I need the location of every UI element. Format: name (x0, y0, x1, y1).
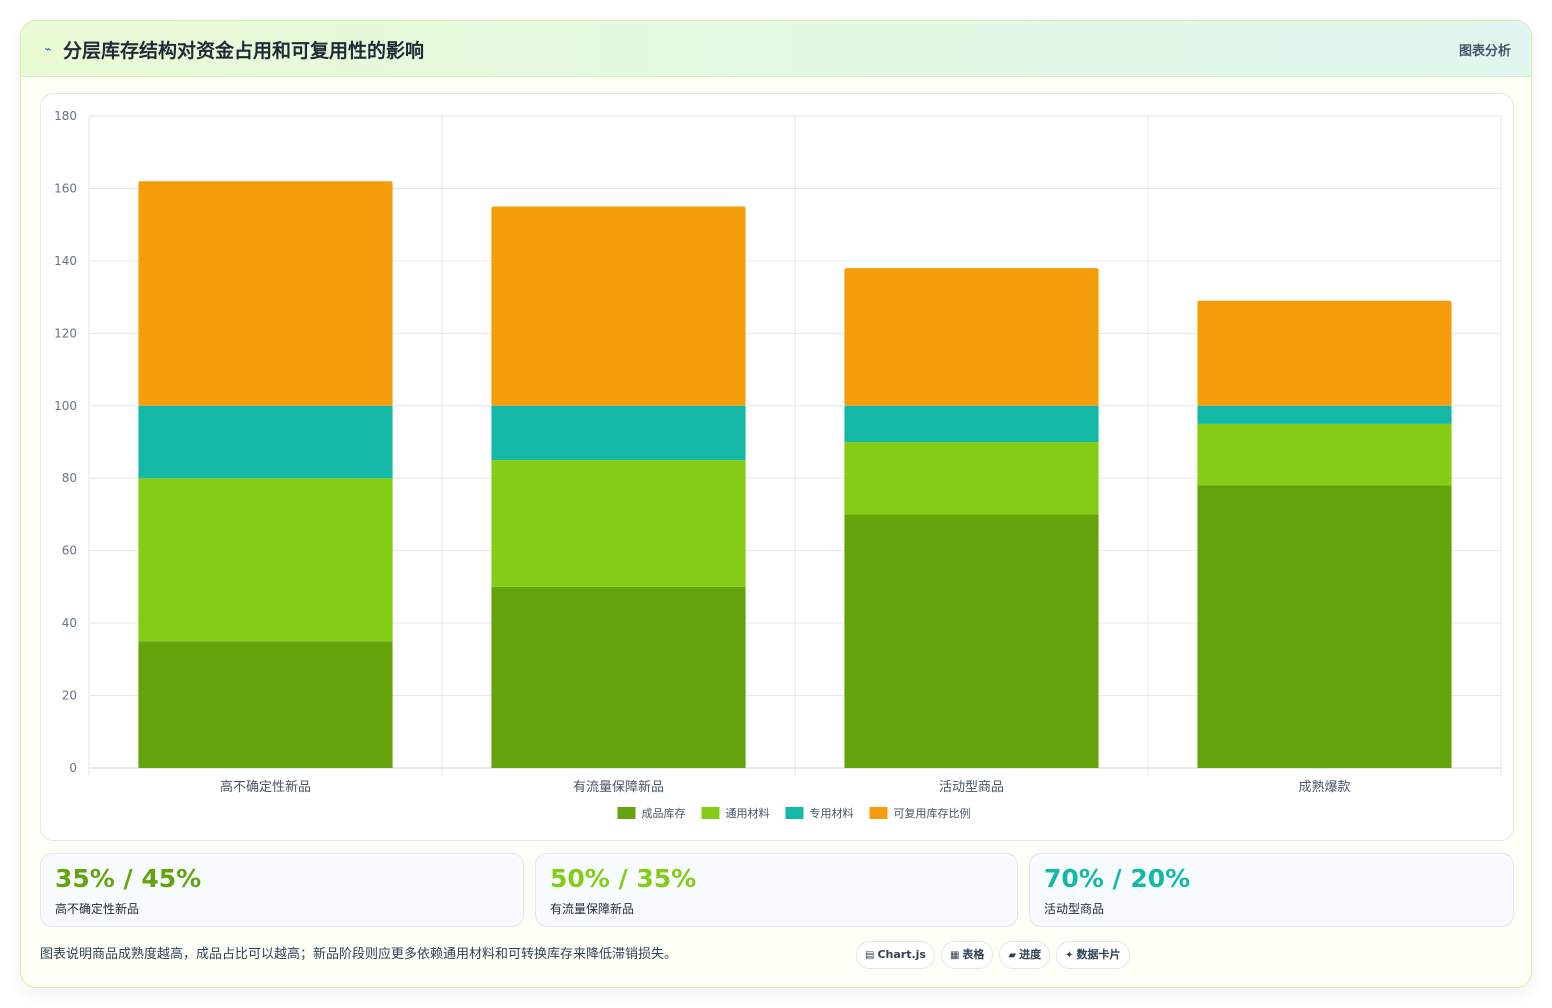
pill-label: 表格 (962, 948, 985, 961)
pulse-icon: ⌁ (44, 42, 52, 56)
bar-segment (844, 442, 1099, 515)
legend-swatch (869, 807, 888, 819)
chart-analysis-tag[interactable]: 图表分析 (1458, 44, 1511, 59)
pill-label: 数据卡片 (1076, 948, 1121, 961)
legend-label: 通用材料 (726, 806, 770, 820)
bar-segment (138, 181, 393, 406)
stat-card-1: 35% / 45% 高不确定性新品 (40, 853, 524, 927)
card-header: ⌁ 分层库存结构对资金占用和可复用性的影响 图表分析 (21, 21, 1531, 77)
bar-segment (491, 405, 746, 461)
pill-chartjs[interactable]: ▤ Chart.js (856, 941, 935, 969)
stat-card-3: 70% / 20% 活动型商品 (1029, 853, 1514, 927)
pill-label: 进度 (1019, 948, 1042, 961)
bar-segment (1197, 405, 1452, 424)
progress-icon: ▰ (1008, 950, 1017, 961)
legend-swatch (617, 807, 636, 819)
bar-segment (844, 405, 1099, 442)
chart-panel: 0 20 40 60 80 100 120 140 160 180 高不确定性新品 有流量保障新品 活动… (40, 93, 1514, 841)
bar-segment (138, 405, 393, 479)
stat-value: 70% / 20% (1044, 864, 1191, 893)
stacked-bar-chart: 0 20 40 60 80 100 120 140 160 180 高不确定性新品 有流量保障新品 活动… (54, 109, 1502, 820)
bar-segment (844, 268, 1099, 406)
pill-label: Chart.js (877, 948, 926, 961)
y-tick-label: 160 (54, 181, 77, 195)
y-tick-label: 140 (54, 254, 77, 268)
bar-segment (138, 641, 393, 768)
bar-segment (844, 514, 1099, 768)
y-tick-label: 180 (54, 109, 77, 123)
stat-label: 高不确定性新品 (55, 902, 140, 916)
legend-swatch (701, 807, 720, 819)
y-tick-label: 20 (62, 689, 77, 703)
card-title: 分层库存结构对资金占用和可复用性的影响 (63, 40, 425, 62)
stat-card-2: 50% / 35% 有流量保障新品 (535, 853, 1018, 927)
pill-table[interactable]: ▦ 表格 (940, 941, 994, 969)
bar-segment (491, 586, 746, 768)
bar-segment (1197, 485, 1452, 768)
sparkle-icon: ✦ (1065, 950, 1074, 961)
y-tick-label: 100 (54, 399, 77, 413)
bar-segment (491, 206, 746, 406)
legend-label: 成品库存 (642, 806, 686, 820)
chart-explanation: 图表说明商品成熟度越高，成品占比可以越高；新品阶段则应更多依赖通用材料和可转换库… (40, 947, 678, 962)
x-tick-label: 有流量保障新品 (573, 779, 664, 795)
y-tick-label: 60 (62, 544, 77, 558)
legend-swatch (785, 807, 804, 819)
bar-segment (1197, 423, 1452, 486)
stat-label: 活动型商品 (1044, 902, 1105, 916)
stat-value: 35% / 45% (55, 864, 202, 893)
bar-segment (491, 460, 746, 587)
legend-label: 专用材料 (810, 806, 854, 820)
chart-card: ⌁ 分层库存结构对资金占用和可复用性的影响 图表分析 0 20 40 60 80 100 1… (20, 20, 1532, 988)
y-tick-label: 120 (54, 326, 77, 340)
bar-segment (1197, 300, 1452, 406)
y-tick-label: 40 (62, 616, 77, 630)
legend-label: 可复用库存比例 (894, 806, 971, 820)
pill-progress[interactable]: ▰ 进度 (999, 941, 1051, 969)
y-tick-label: 80 (62, 471, 77, 485)
stat-label: 有流量保障新品 (550, 902, 635, 916)
table-icon: ▦ (949, 950, 960, 961)
x-tick-label: 成熟爆款 (1298, 779, 1350, 795)
chart-icon: ▤ (865, 950, 875, 961)
stat-value: 50% / 35% (550, 864, 697, 893)
y-tick-label: 0 (69, 761, 77, 775)
x-tick-label: 活动型商品 (939, 780, 1004, 795)
x-tick-label: 高不确定性新品 (220, 779, 311, 795)
feature-pills: ▤ Chart.js ▦ 表格 ▰ 进度 ✦ 数据卡片 (856, 941, 1136, 969)
pill-data-card[interactable]: ✦ 数据卡片 (1056, 941, 1130, 969)
bar-segment (138, 478, 393, 642)
